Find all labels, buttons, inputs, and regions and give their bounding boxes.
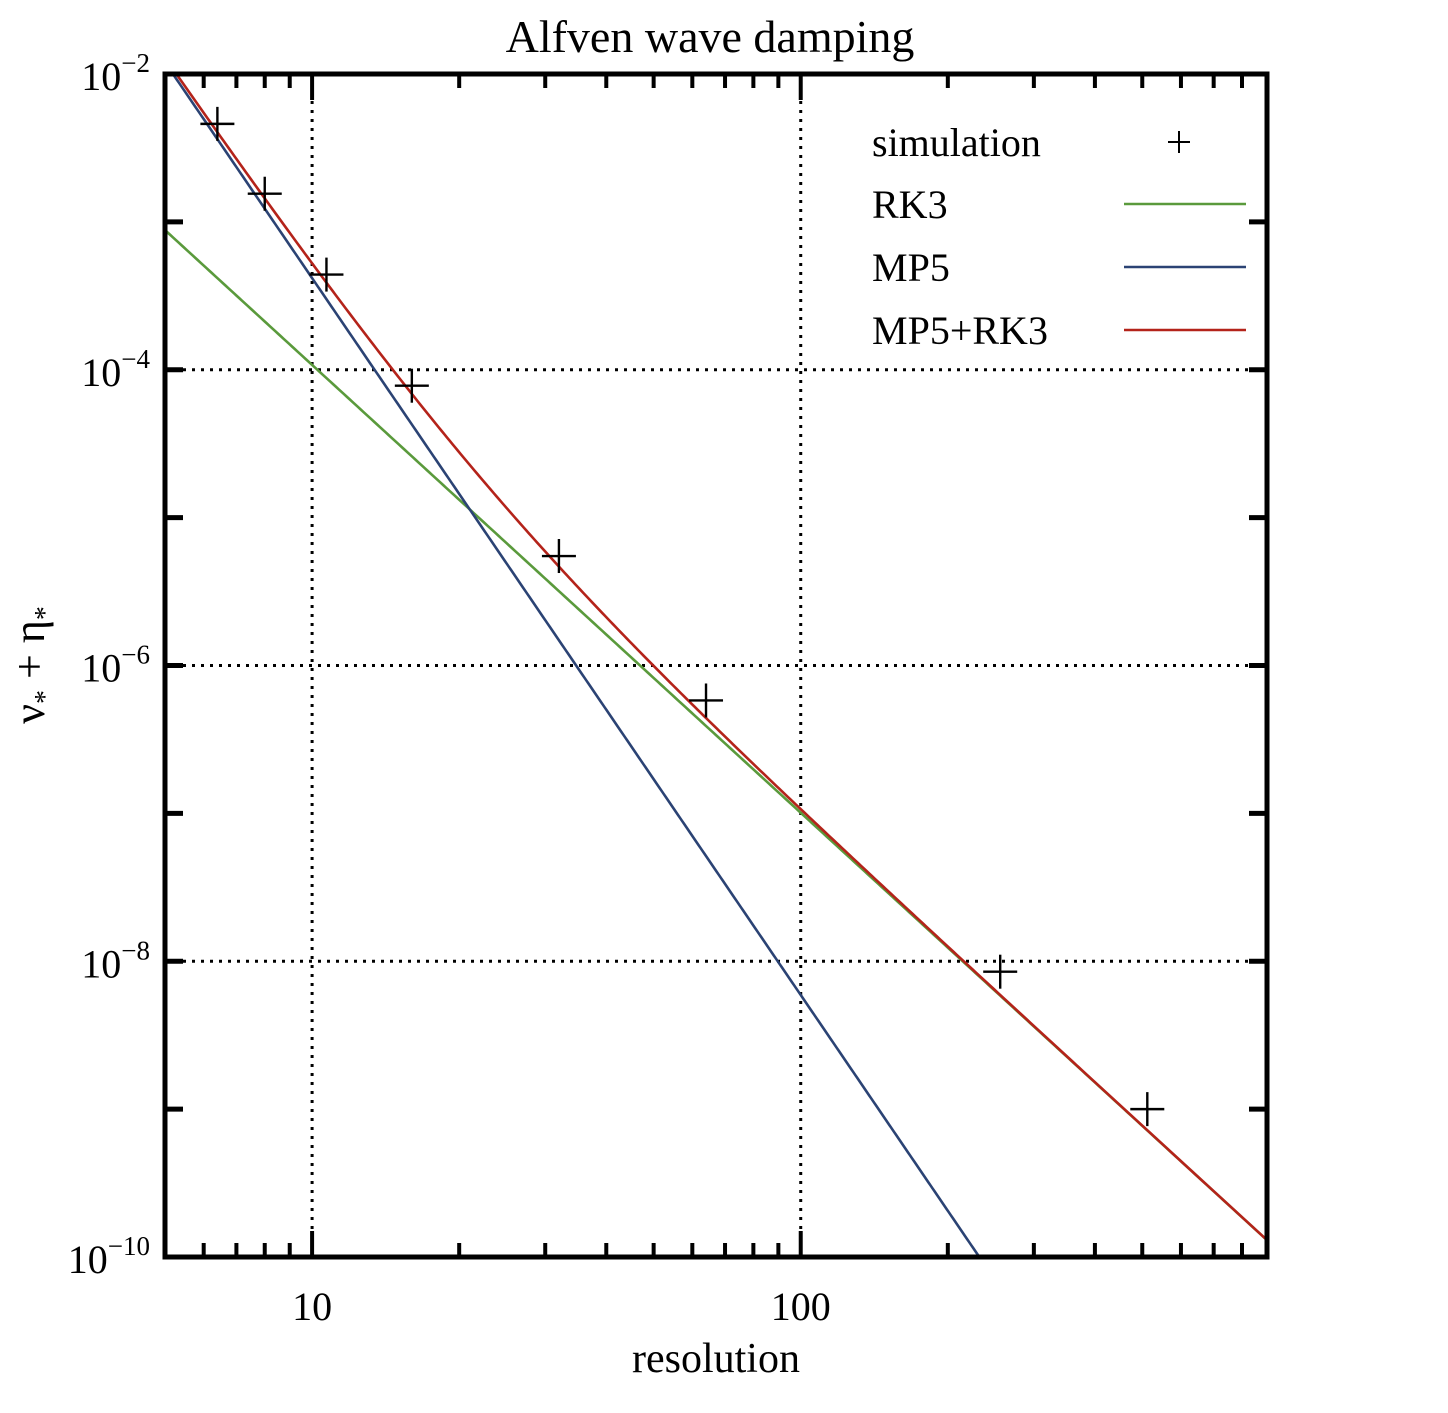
series-line-mp5-rk3: [176, 74, 1268, 1242]
y-tick-label-base: 10: [81, 646, 121, 691]
legend-label-mp5-rk3: MP5+RK3: [872, 308, 1048, 353]
y-tick-label-base: 10: [81, 350, 121, 395]
y-tick-labels: 10−210−410−610−810−10: [68, 48, 151, 1282]
simulation-marker: [394, 368, 429, 403]
legend: simulation RK3 MP5 MP5+RK3: [872, 120, 1246, 353]
y-axis-label-sub1: *: [30, 690, 61, 704]
y-tick-label-base: 10: [81, 54, 121, 99]
simulation-marker: [1130, 1092, 1165, 1127]
y-tick-label-base: 10: [81, 941, 121, 986]
y-tick-label-2: 10−6: [81, 640, 150, 691]
simulation-marker: [689, 683, 724, 718]
y-tick-label-exponent: −8: [121, 935, 150, 965]
simulation-marker: [309, 257, 344, 292]
y-tick-label-exponent: −6: [121, 640, 150, 670]
y-tick-label-0: 10−2: [81, 48, 150, 99]
series-line-mp5: [172, 73, 981, 1258]
legend-label-simulation: simulation: [872, 120, 1041, 165]
simulation-marker: [247, 176, 282, 211]
y-tick-label-base: 10: [68, 1237, 108, 1282]
y-axis-label-eta: + η: [5, 620, 54, 690]
axis-ticks: [163, 71, 1269, 1260]
y-tick-label-exponent: −10: [108, 1231, 150, 1261]
series-lines: [164, 73, 1268, 1258]
chart-title: Alfven wave damping: [506, 11, 915, 62]
simulation-markers: [200, 106, 1165, 1127]
y-tick-label-3: 10−8: [81, 935, 150, 986]
x-tick-label-100: 100: [771, 1284, 831, 1329]
simulation-marker: [541, 539, 576, 574]
y-axis-label-nu: ν: [5, 704, 54, 724]
legend-label-rk3: RK3: [872, 182, 948, 227]
y-tick-label-4: 10−10: [68, 1231, 150, 1282]
grid-lines: [165, 74, 1267, 1257]
y-tick-label-1: 10−4: [81, 344, 150, 395]
y-axis-label-sub2: *: [30, 606, 61, 620]
x-tick-label-10: 10: [292, 1284, 332, 1329]
y-tick-label-exponent: −4: [121, 344, 150, 374]
x-axis-label: resolution: [632, 1336, 800, 1382]
simulation-marker: [983, 954, 1018, 989]
y-tick-label-exponent: −2: [121, 48, 150, 78]
y-axis-label: ν* + η*: [5, 606, 61, 724]
legend-label-mp5: MP5: [872, 245, 950, 290]
simulation-marker: [200, 106, 235, 141]
x-tick-labels: 10 100: [292, 1284, 831, 1329]
